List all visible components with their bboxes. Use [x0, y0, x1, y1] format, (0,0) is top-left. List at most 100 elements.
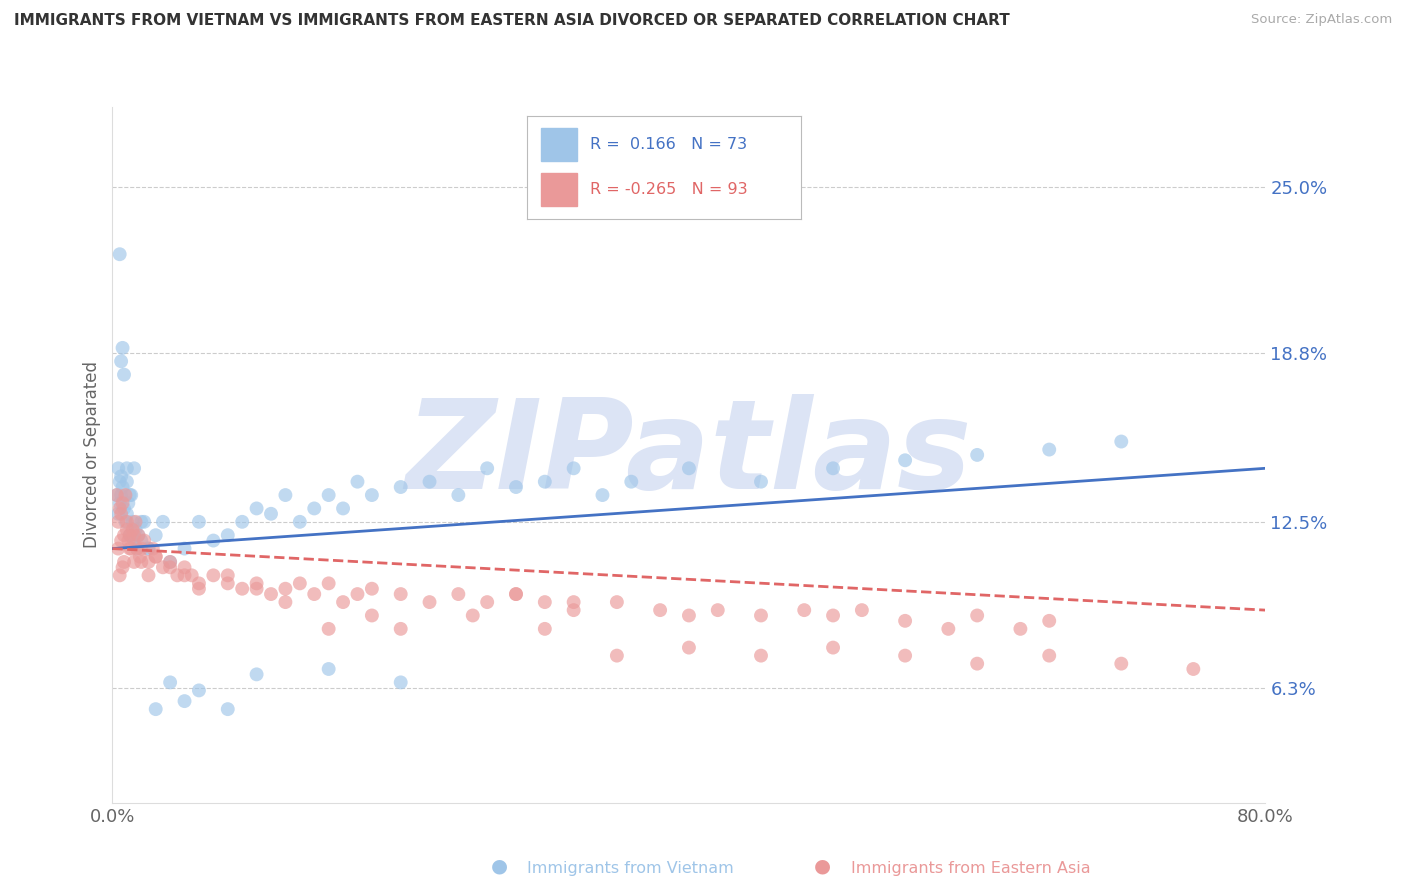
- Point: [332, 501, 354, 516]
- Point: [936, 622, 959, 636]
- Point: [105, 488, 128, 502]
- Point: [821, 640, 844, 655]
- Point: [318, 622, 340, 636]
- Point: [125, 541, 148, 556]
- Point: [505, 587, 527, 601]
- Point: [648, 603, 672, 617]
- Point: [107, 515, 129, 529]
- Point: [1038, 648, 1060, 663]
- Point: [159, 555, 181, 569]
- Point: [304, 501, 326, 516]
- Point: [121, 523, 143, 537]
- Point: [288, 515, 311, 529]
- Point: [111, 480, 134, 494]
- Point: [180, 568, 202, 582]
- Point: [117, 533, 139, 548]
- Text: R = -0.265   N = 93: R = -0.265 N = 93: [591, 182, 748, 197]
- Point: [304, 587, 326, 601]
- Point: [188, 683, 211, 698]
- Point: [134, 533, 156, 548]
- Point: [173, 560, 195, 574]
- Point: [217, 568, 239, 582]
- Point: [108, 247, 131, 261]
- Point: [217, 576, 239, 591]
- Point: [129, 533, 153, 548]
- Point: [105, 488, 128, 502]
- Point: [606, 648, 628, 663]
- Point: [138, 568, 160, 582]
- Point: [188, 515, 211, 529]
- Point: [793, 603, 815, 617]
- Point: [389, 675, 412, 690]
- Point: [138, 541, 160, 556]
- Point: [274, 582, 297, 596]
- Point: [288, 576, 311, 591]
- Bar: [541, 128, 576, 161]
- Point: [110, 507, 132, 521]
- Point: [966, 448, 988, 462]
- Point: [419, 595, 441, 609]
- Point: [108, 568, 131, 582]
- Point: [122, 528, 145, 542]
- Point: [112, 368, 135, 382]
- Point: [260, 587, 283, 601]
- Point: [166, 568, 188, 582]
- Point: [115, 515, 138, 529]
- Point: [318, 662, 340, 676]
- Point: [360, 608, 382, 623]
- Point: [115, 461, 138, 475]
- Point: [129, 555, 153, 569]
- Point: [1038, 614, 1060, 628]
- Point: [108, 501, 131, 516]
- Point: [112, 528, 135, 542]
- Point: [505, 587, 527, 601]
- Point: [108, 475, 131, 489]
- Point: [217, 702, 239, 716]
- Point: [108, 496, 131, 510]
- Point: [318, 488, 340, 502]
- Point: [1111, 434, 1133, 449]
- Text: Immigrants from Vietnam: Immigrants from Vietnam: [527, 861, 734, 876]
- Text: ●: ●: [814, 857, 831, 876]
- Point: [188, 576, 211, 591]
- Point: [475, 461, 498, 475]
- Point: [142, 541, 165, 556]
- Point: [111, 341, 134, 355]
- Point: [173, 541, 195, 556]
- Point: [1111, 657, 1133, 671]
- Point: [1038, 442, 1060, 457]
- Point: [505, 480, 527, 494]
- Point: [606, 595, 628, 609]
- Point: [145, 528, 167, 542]
- Point: [274, 595, 297, 609]
- Point: [118, 541, 141, 556]
- Point: [118, 528, 141, 542]
- Point: [894, 648, 917, 663]
- Point: [1010, 622, 1032, 636]
- Point: [152, 560, 174, 574]
- Point: [134, 515, 156, 529]
- Point: [202, 533, 225, 548]
- Point: [332, 595, 354, 609]
- Point: [749, 608, 772, 623]
- Text: ZIPatlas: ZIPatlas: [406, 394, 972, 516]
- Point: [118, 528, 141, 542]
- Text: IMMIGRANTS FROM VIETNAM VS IMMIGRANTS FROM EASTERN ASIA DIVORCED OR SEPARATED CO: IMMIGRANTS FROM VIETNAM VS IMMIGRANTS FR…: [14, 13, 1010, 29]
- Point: [1182, 662, 1205, 676]
- Point: [145, 549, 167, 564]
- Point: [231, 582, 253, 596]
- Point: [114, 515, 136, 529]
- Point: [562, 603, 585, 617]
- Text: Source: ZipAtlas.com: Source: ZipAtlas.com: [1251, 13, 1392, 27]
- Point: [127, 528, 149, 542]
- Point: [231, 515, 253, 529]
- Point: [966, 608, 988, 623]
- Point: [389, 587, 412, 601]
- Point: [245, 667, 267, 681]
- Point: [678, 461, 700, 475]
- Point: [749, 648, 772, 663]
- Point: [591, 488, 613, 502]
- Point: [447, 587, 470, 601]
- Point: [562, 461, 585, 475]
- Point: [122, 555, 145, 569]
